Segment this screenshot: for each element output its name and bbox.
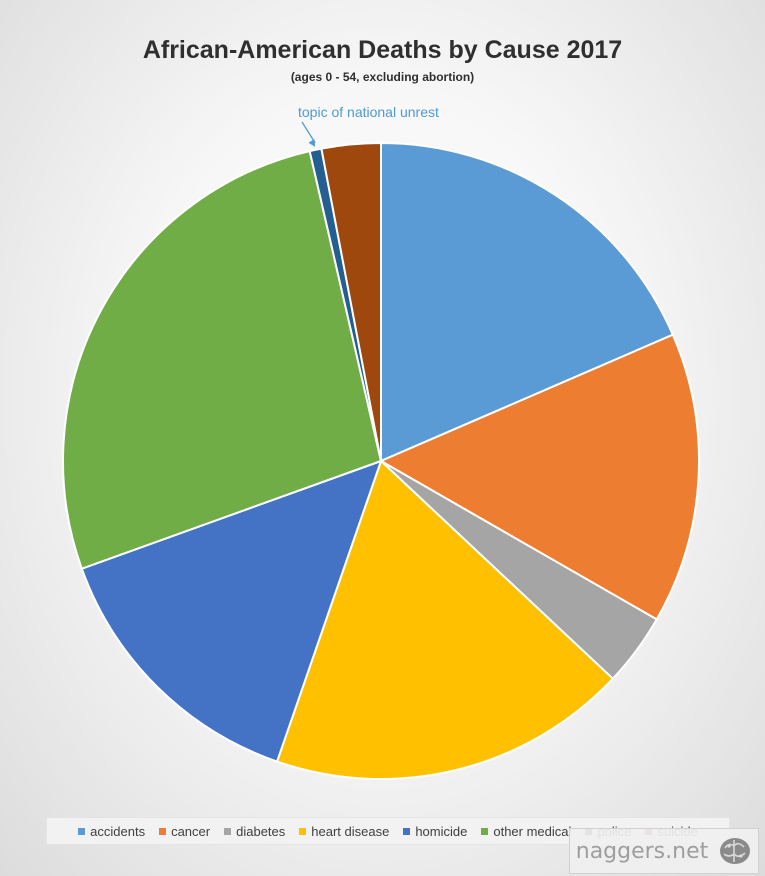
watermark-text: naggers.net bbox=[575, 838, 709, 864]
pie-slice-cancer bbox=[378, 333, 700, 621]
pie-slice-heart-disease bbox=[275, 459, 615, 780]
legend-item-diabetes: diabetes bbox=[224, 824, 285, 839]
legend-swatch bbox=[224, 827, 232, 835]
legend-item-other-medical: other medical bbox=[481, 824, 571, 839]
pie-slice-accidents bbox=[380, 141, 675, 463]
chart-title: African-American Deaths by Cause 2017 bbox=[142, 36, 623, 64]
pie-slices bbox=[62, 141, 700, 780]
legend-label: accidents bbox=[90, 823, 146, 839]
legend-label: other medical bbox=[493, 823, 572, 839]
brain-icon bbox=[720, 838, 751, 864]
annotation-arrowhead bbox=[308, 139, 316, 147]
pie-slice-homicide bbox=[80, 459, 383, 763]
watermark: naggers.net bbox=[569, 828, 759, 874]
annotation-label: topic of national unrest bbox=[298, 104, 439, 120]
legend-item-accidents: accidents bbox=[78, 824, 145, 839]
legend-label: cancer bbox=[171, 823, 211, 839]
legend-label: homicide bbox=[415, 823, 468, 839]
legend-swatch bbox=[481, 827, 489, 835]
legend-swatch bbox=[403, 827, 411, 835]
pie-slice-other-medical bbox=[62, 149, 383, 570]
legend-label: diabetes bbox=[236, 823, 286, 839]
legend-swatch bbox=[159, 827, 167, 835]
annotation-arrow bbox=[301, 121, 316, 144]
legend-swatch bbox=[299, 827, 307, 835]
legend-swatch bbox=[78, 827, 86, 835]
legend-label: heart disease bbox=[311, 823, 390, 839]
legend-item-heart-disease: heart disease bbox=[299, 824, 389, 839]
chart-subtitle: (ages 0 - 54, excluding abortion) bbox=[290, 70, 475, 84]
pie-slice-suicide bbox=[320, 141, 382, 462]
legend-item-homicide: homicide bbox=[403, 824, 467, 839]
legend-item-cancer: cancer bbox=[159, 824, 210, 839]
